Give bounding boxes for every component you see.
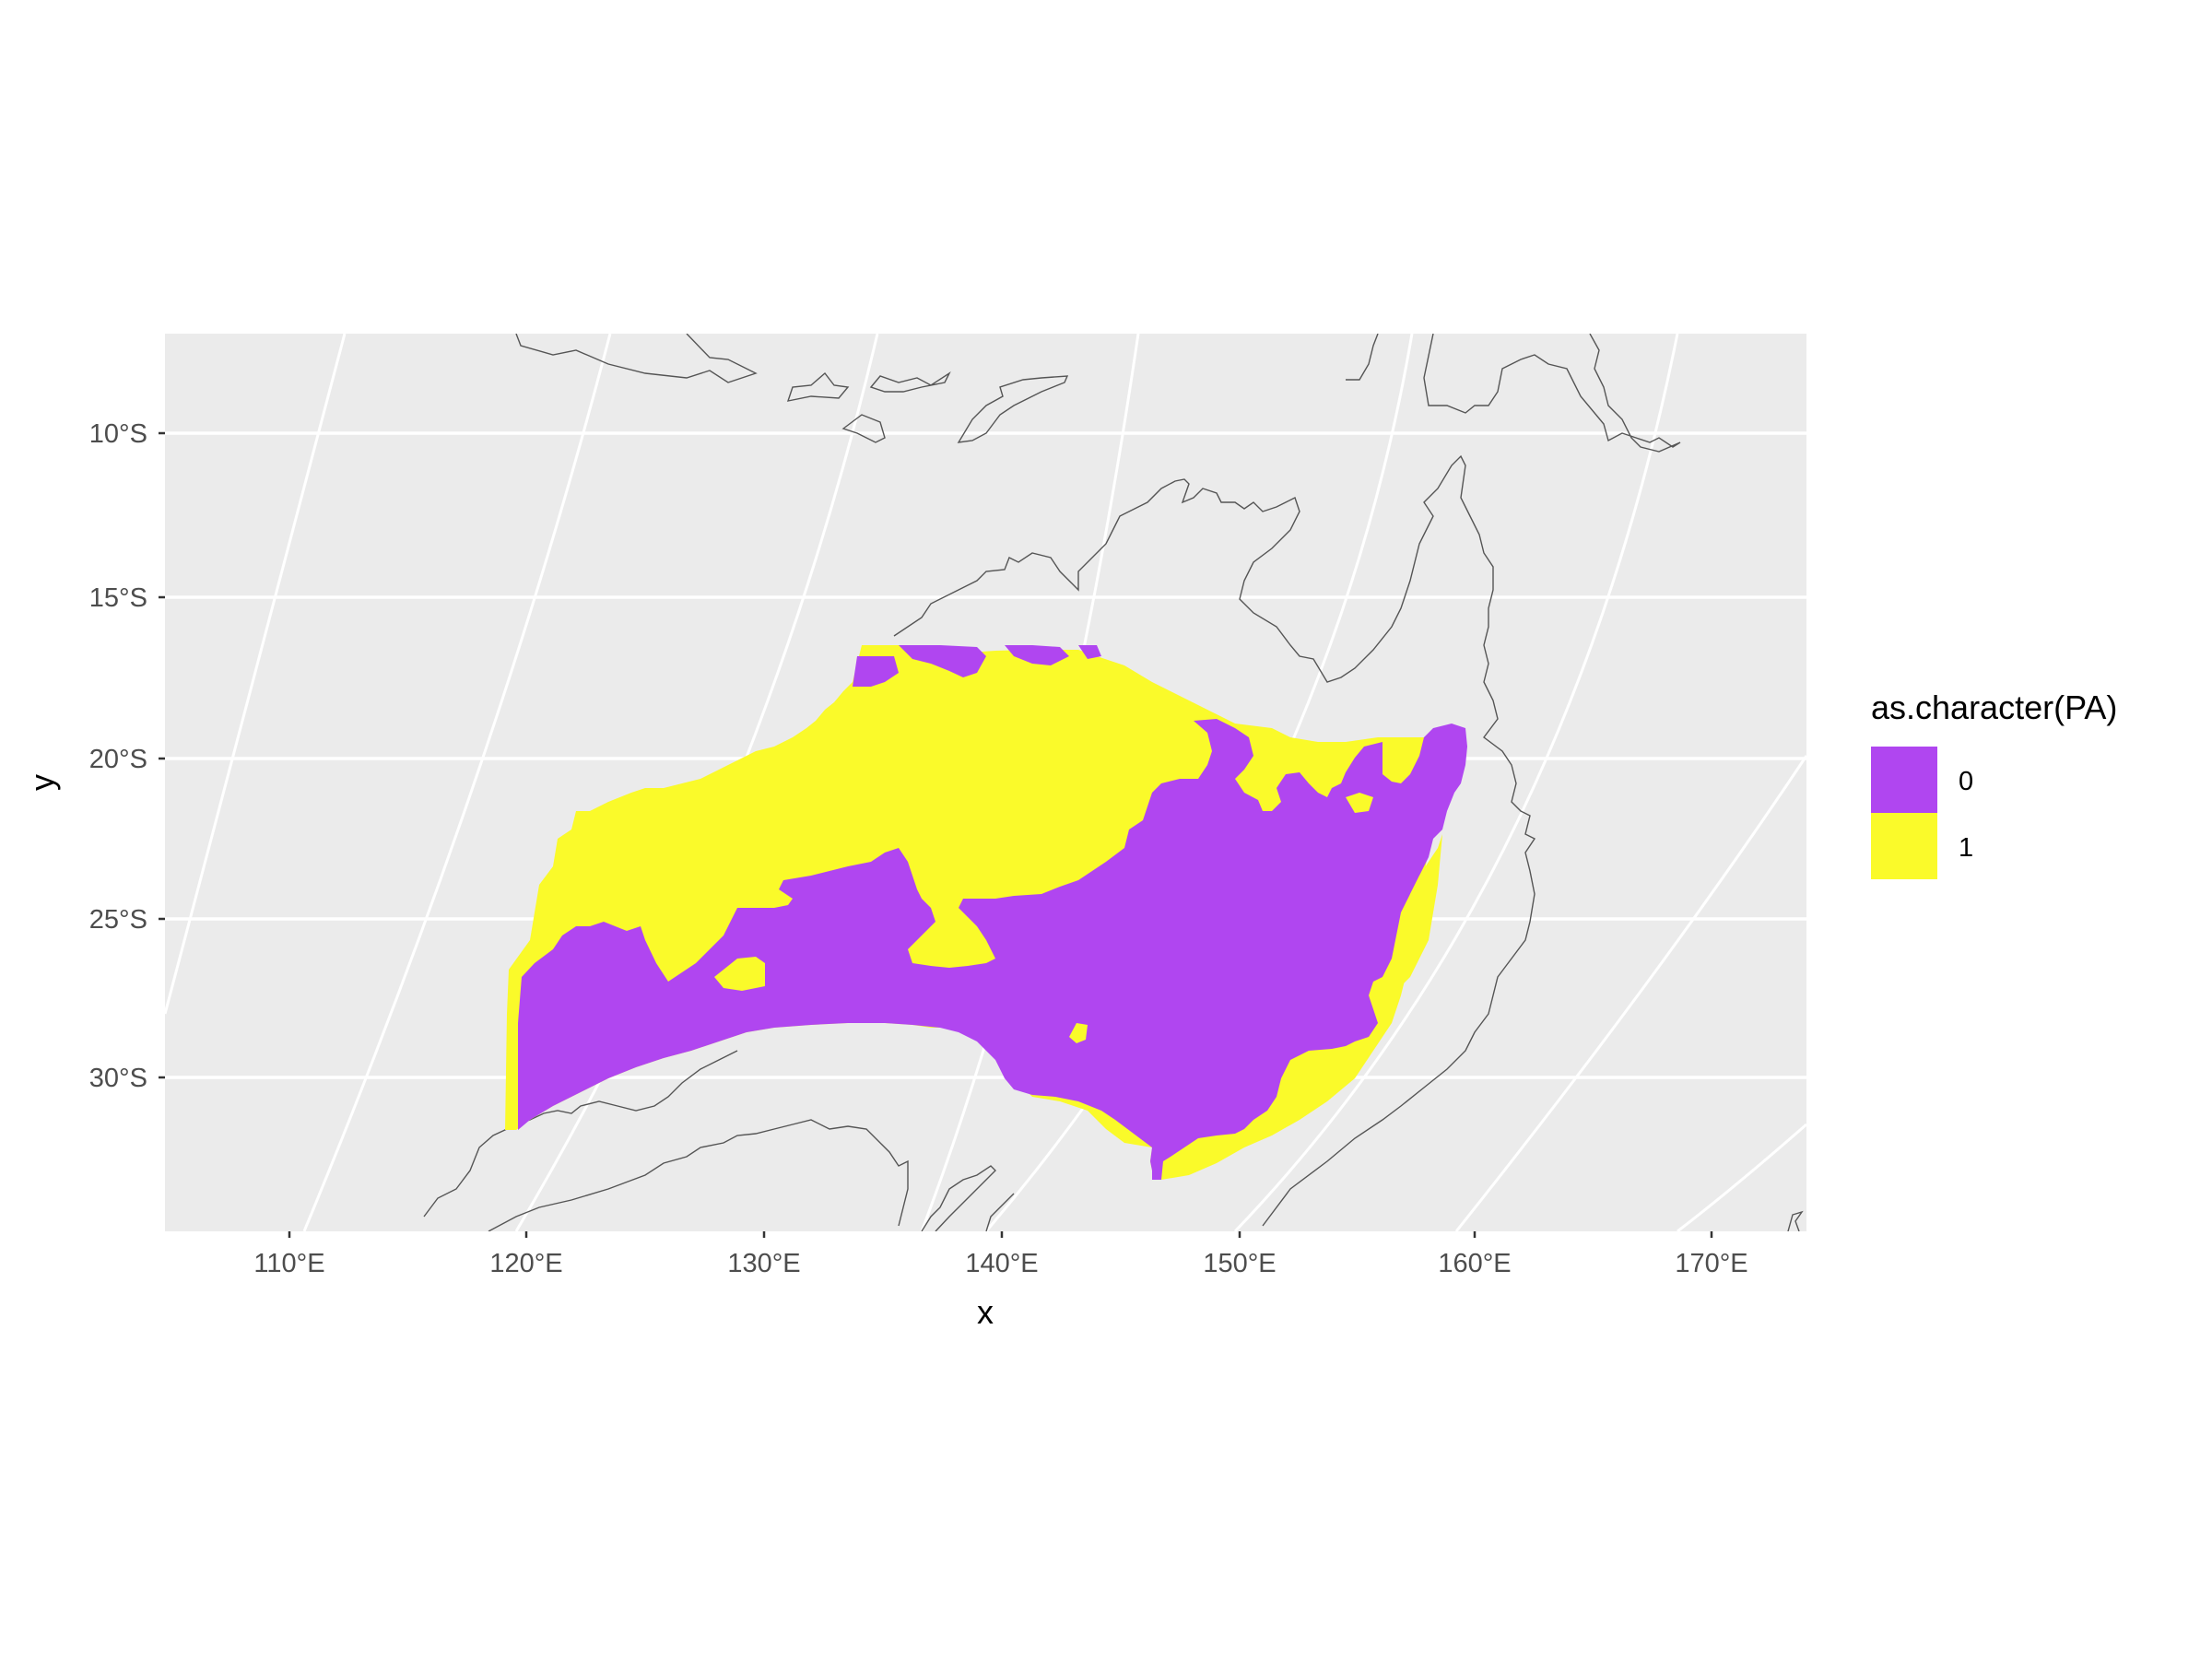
raster-presence-island-1 xyxy=(714,957,765,991)
legend-label-1: 1 xyxy=(1959,833,1973,863)
x-tick-label: 110°E xyxy=(253,1249,324,1278)
coastline-new-guinea xyxy=(1346,334,1681,453)
y-tick-label: 15°S xyxy=(89,583,147,613)
coastline-small-island-3 xyxy=(869,371,951,393)
x-axis: 110°E 120°E 130°E 140°E 150°E 160°E 170°… xyxy=(253,1231,1748,1331)
raster-absence-north-2 xyxy=(1005,645,1069,665)
legend-label-0: 0 xyxy=(1959,767,1973,796)
x-tick-label: 170°E xyxy=(1675,1249,1747,1278)
raster-presence-island-3 xyxy=(1346,793,1373,813)
y-tick-label: 20°S xyxy=(89,745,147,774)
raster-presence-island-4 xyxy=(1382,742,1410,774)
x-tick-label: 150°E xyxy=(1203,1249,1276,1278)
raster-presence-east-coast xyxy=(1382,834,1442,991)
coastline-north-australia xyxy=(893,454,1536,1227)
legend-title: as.character(PA) xyxy=(1871,688,2117,726)
y-tick-label: 10°S xyxy=(89,419,147,449)
coastlines xyxy=(423,334,1804,1231)
x-tick-label: 140°E xyxy=(965,1249,1038,1278)
legend-key-0 xyxy=(1871,747,1937,813)
coastline-small-island-2 xyxy=(841,414,886,443)
x-tick-label: 130°E xyxy=(727,1249,800,1278)
coastline-small-island-1 xyxy=(786,371,850,402)
gridline-170e xyxy=(1454,755,1806,1231)
x-axis-title: x xyxy=(977,1293,994,1331)
y-tick-label: 30°S xyxy=(89,1064,147,1093)
x-tick-label: 120°E xyxy=(489,1249,562,1278)
y-axis: 10°S 15°S 20°S 25°S 30°S y xyxy=(23,419,165,1093)
y-axis-title: y xyxy=(23,774,61,791)
coastline-south-australia xyxy=(423,1050,1015,1231)
raster-absence-north xyxy=(899,645,986,677)
raster-absence-north-3 xyxy=(1078,645,1101,659)
coastline-top-islands xyxy=(515,334,758,383)
gridline-120e xyxy=(302,334,612,1231)
legend: as.character(PA) 0 1 xyxy=(1871,688,2117,879)
raster-layer xyxy=(505,645,1467,1180)
y-tick-label: 25°S xyxy=(89,905,147,935)
gridline-110e xyxy=(165,334,347,1015)
coastline-small-island-4 xyxy=(957,375,1069,443)
raster-absence-north-west xyxy=(853,656,899,687)
raster-absence-region xyxy=(518,719,1467,1180)
raster-presence-island-2 xyxy=(1069,1023,1088,1043)
coastline-east-islands xyxy=(1787,1210,1804,1231)
gridline-160e xyxy=(1233,334,1679,1231)
gridline-180e xyxy=(1677,1123,1806,1231)
legend-key-1 xyxy=(1871,813,1937,879)
x-tick-label: 160°E xyxy=(1438,1249,1511,1278)
